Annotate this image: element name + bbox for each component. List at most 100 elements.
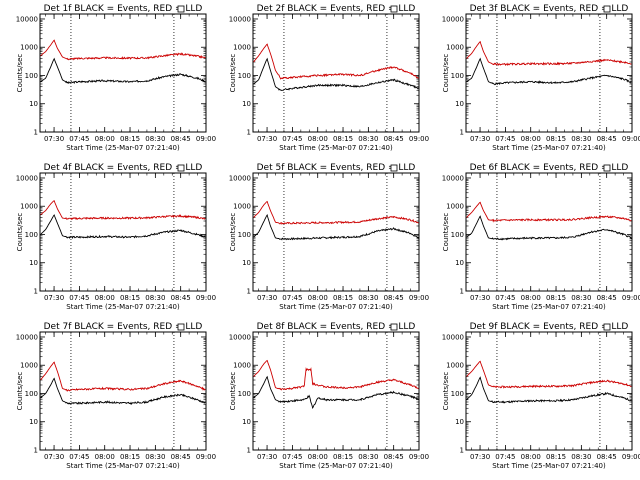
x-tick-label: 07:45 bbox=[69, 135, 89, 143]
y-axis-label: Counts/sec bbox=[16, 372, 24, 411]
marker-box bbox=[177, 5, 185, 13]
x-tick-label: 08:00 bbox=[95, 135, 115, 143]
panel-4: Det 4f BLACK = Events, RED = LLD 1 10 100 10… bbox=[16, 163, 216, 311]
x-tick-label: 08:15 bbox=[333, 294, 353, 302]
y-tick-label: 10 bbox=[29, 259, 38, 267]
x-axis-label: Start Time (25-Mar-07 07:21:40) bbox=[66, 144, 180, 152]
x-tick-label: 08:45 bbox=[597, 294, 617, 302]
plot-frame bbox=[252, 13, 420, 133]
marker-box bbox=[390, 5, 398, 13]
x-tick-label: 08:45 bbox=[384, 294, 404, 302]
x-tick-label: 08:30 bbox=[571, 294, 591, 302]
panel-title: Det 2f BLACK = Events, RED = LLD bbox=[257, 4, 416, 14]
y-tick-label: 1 bbox=[34, 288, 38, 296]
x-tick-label: 09:00 bbox=[409, 453, 429, 461]
y-tick-label: 10 bbox=[242, 100, 251, 108]
y-tick-label: 10 bbox=[29, 418, 38, 426]
x-tick-label: 09:00 bbox=[409, 294, 429, 302]
events-series-line bbox=[253, 213, 419, 241]
y-tick-label: 1 bbox=[247, 129, 251, 137]
x-tick-label: 08:15 bbox=[333, 453, 353, 461]
x-tick-label: 09:00 bbox=[196, 294, 216, 302]
events-series-line bbox=[40, 57, 206, 85]
x-tick-label: 07:30 bbox=[44, 294, 64, 302]
plot-frame bbox=[252, 172, 420, 292]
x-tick-label: 08:00 bbox=[308, 453, 328, 461]
x-tick-label: 08:30 bbox=[358, 294, 378, 302]
lld-series-line bbox=[253, 43, 419, 80]
y-tick-label: 100 bbox=[451, 390, 464, 398]
y-tick-label: 100 bbox=[238, 72, 251, 80]
panel-8: Det 8f BLACK = Events, RED = LLD 1 10 100 10… bbox=[229, 322, 429, 470]
x-axis-label: Start Time (25-Mar-07 07:21:40) bbox=[279, 303, 393, 311]
plot-frame bbox=[465, 331, 633, 451]
x-tick-label: 09:00 bbox=[196, 135, 216, 143]
events-series-line bbox=[466, 215, 632, 241]
marker-box bbox=[603, 323, 611, 331]
y-tick-label: 10 bbox=[29, 100, 38, 108]
x-tick-label: 07:30 bbox=[257, 294, 277, 302]
x-tick-label: 09:00 bbox=[196, 453, 216, 461]
x-axis-label: Start Time (25-Mar-07 07:21:40) bbox=[279, 462, 393, 470]
y-tick-label: 10000 bbox=[442, 174, 464, 182]
x-tick-label: 07:45 bbox=[495, 294, 515, 302]
events-series-line bbox=[466, 376, 632, 404]
plot-frame bbox=[252, 331, 420, 451]
x-tick-label: 07:30 bbox=[257, 135, 277, 143]
y-tick-label: 1000 bbox=[20, 203, 38, 211]
marker-box bbox=[390, 323, 398, 331]
y-tick-label: 100 bbox=[451, 231, 464, 239]
y-tick-label: 1000 bbox=[20, 44, 38, 52]
y-tick-label: 10 bbox=[242, 259, 251, 267]
panel-title: Det 8f BLACK = Events, RED = LLD bbox=[257, 322, 416, 332]
x-tick-label: 08:30 bbox=[145, 294, 165, 302]
panel-title: Det 4f BLACK = Events, RED = LLD bbox=[44, 163, 203, 173]
x-tick-label: 07:45 bbox=[495, 453, 515, 461]
y-tick-label: 100 bbox=[238, 231, 251, 239]
x-tick-label: 09:00 bbox=[622, 453, 640, 461]
x-tick-label: 08:15 bbox=[546, 135, 566, 143]
y-axis-label: Counts/sec bbox=[442, 213, 450, 252]
x-tick-label: 08:45 bbox=[171, 294, 191, 302]
x-tick-label: 08:00 bbox=[95, 294, 115, 302]
x-tick-label: 07:30 bbox=[44, 135, 64, 143]
x-axis-label: Start Time (25-Mar-07 07:21:40) bbox=[279, 144, 393, 152]
x-tick-label: 08:15 bbox=[546, 294, 566, 302]
y-tick-label: 1000 bbox=[233, 203, 251, 211]
lld-series-line bbox=[466, 40, 632, 67]
x-tick-label: 07:45 bbox=[282, 294, 302, 302]
x-tick-label: 08:15 bbox=[120, 135, 140, 143]
plot-frame bbox=[465, 13, 633, 133]
y-tick-label: 1 bbox=[247, 447, 251, 455]
y-tick-label: 1 bbox=[460, 288, 464, 296]
y-axis-label: Counts/sec bbox=[16, 213, 24, 252]
x-axis-label: Start Time (25-Mar-07 07:21:40) bbox=[66, 303, 180, 311]
x-tick-label: 08:30 bbox=[358, 135, 378, 143]
y-tick-label: 100 bbox=[238, 390, 251, 398]
lld-series-line bbox=[466, 201, 632, 223]
y-tick-label: 1000 bbox=[446, 362, 464, 370]
x-tick-label: 09:00 bbox=[409, 135, 429, 143]
x-tick-label: 08:30 bbox=[145, 135, 165, 143]
x-tick-label: 08:30 bbox=[358, 453, 378, 461]
y-tick-label: 10000 bbox=[229, 15, 251, 23]
x-axis-label: Start Time (25-Mar-07 07:21:40) bbox=[492, 303, 606, 311]
x-tick-label: 07:30 bbox=[470, 453, 490, 461]
x-tick-label: 08:00 bbox=[308, 135, 328, 143]
x-tick-label: 08:00 bbox=[521, 135, 541, 143]
y-tick-label: 10000 bbox=[16, 174, 38, 182]
x-tick-label: 08:30 bbox=[571, 135, 591, 143]
x-tick-label: 07:30 bbox=[470, 294, 490, 302]
x-tick-label: 07:45 bbox=[282, 453, 302, 461]
lld-series-line bbox=[253, 359, 419, 391]
panel-9: Det 9f BLACK = Events, RED = LLD 1 10 100 10… bbox=[442, 322, 640, 470]
x-tick-label: 08:15 bbox=[120, 294, 140, 302]
events-series-line bbox=[40, 377, 206, 405]
y-tick-label: 1000 bbox=[20, 362, 38, 370]
x-tick-label: 08:30 bbox=[571, 453, 591, 461]
x-tick-label: 07:30 bbox=[44, 453, 64, 461]
x-tick-label: 08:00 bbox=[521, 294, 541, 302]
y-tick-label: 1000 bbox=[446, 44, 464, 52]
lld-series-line bbox=[40, 200, 206, 221]
